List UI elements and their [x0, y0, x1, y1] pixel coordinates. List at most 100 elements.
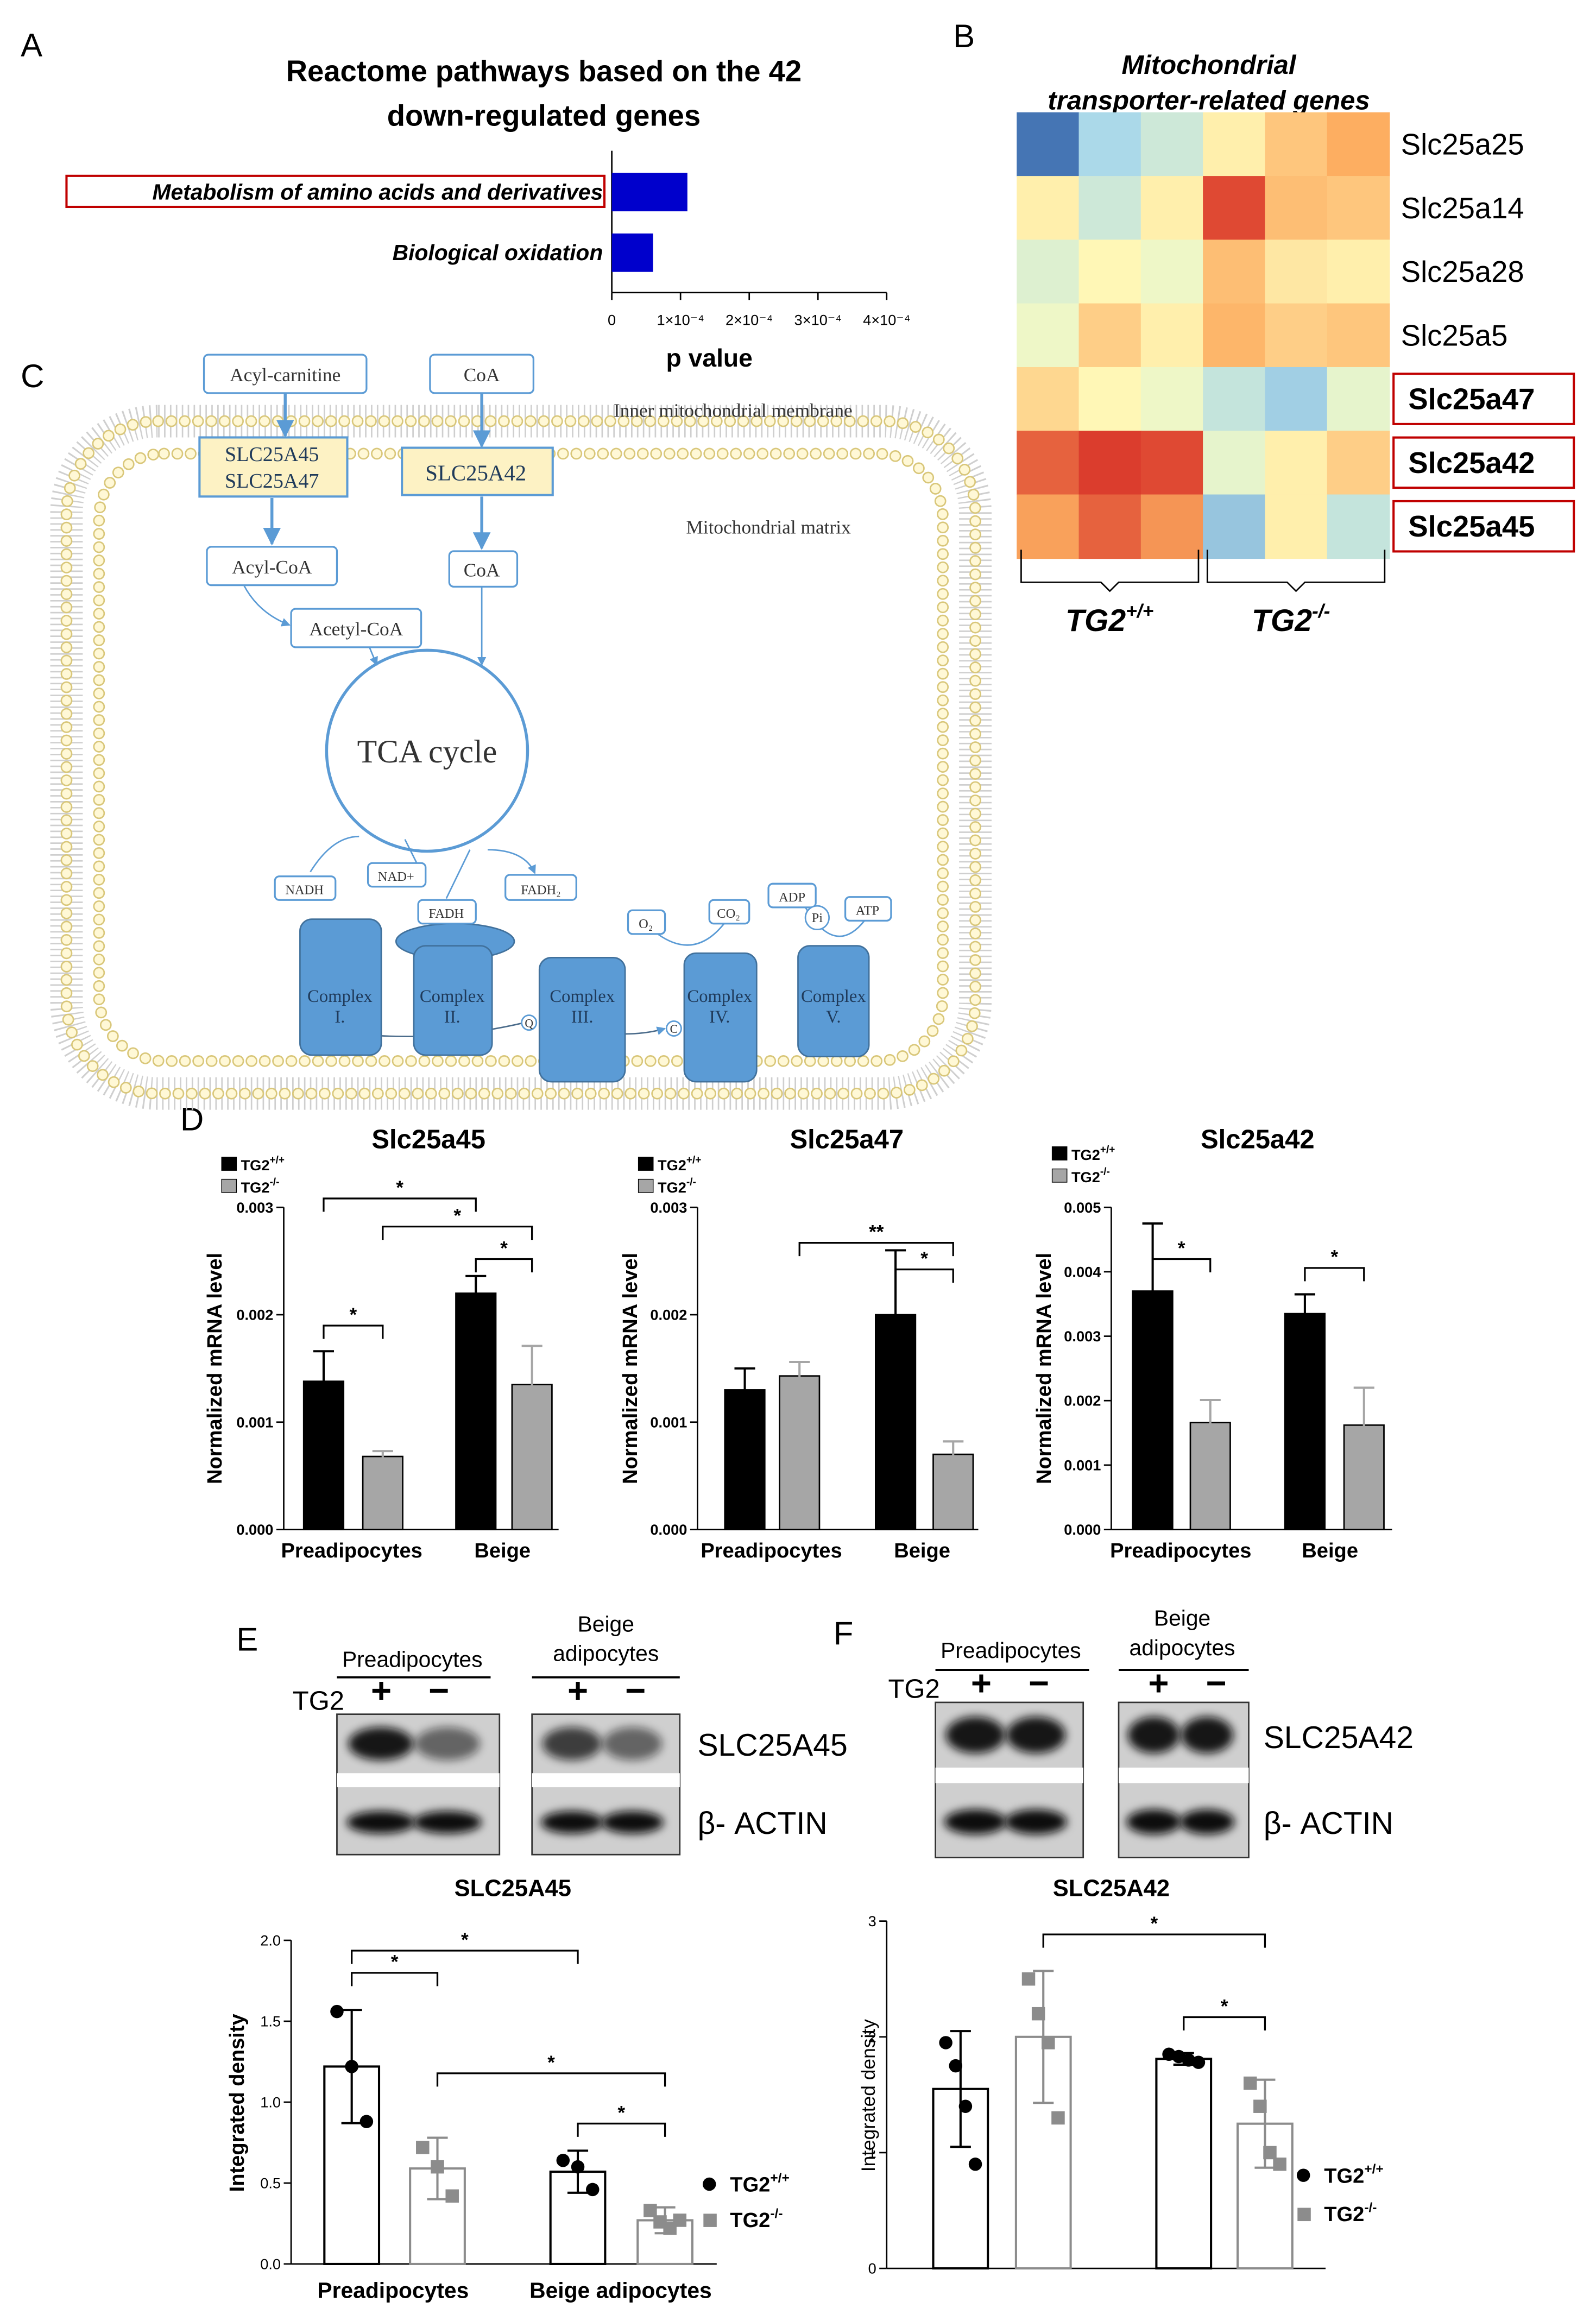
- transporter: [401, 446, 554, 496]
- tca-cycle: [325, 648, 529, 853]
- transporter: [198, 436, 349, 498]
- significance-label: *: [547, 2052, 555, 2073]
- legend-label: TG2+/+: [1071, 1144, 1115, 1163]
- data-point: [673, 2213, 687, 2227]
- significance-bracket: [1042, 1933, 1266, 1948]
- chart-title: Slc25a45: [371, 1125, 485, 1154]
- protein-label: β- ACTIN: [697, 1806, 827, 1841]
- label-box: [417, 899, 477, 925]
- lane-label: +: [567, 1670, 588, 1710]
- data-point: [1051, 2111, 1065, 2125]
- heat-cell: [1017, 494, 1080, 559]
- diagram-label: FADH: [428, 906, 464, 921]
- y-tick-label: 2: [868, 2028, 876, 2045]
- heat-cell: [1265, 239, 1328, 305]
- row-label: Slc25a14: [1401, 192, 1524, 225]
- legend-label-base: TG2: [241, 1157, 270, 1174]
- x-tick-label: Preadipocytes: [701, 1540, 842, 1562]
- label-circle: [665, 1020, 682, 1037]
- group-label-sup: -/-: [1312, 601, 1330, 622]
- data-point: [416, 2141, 430, 2154]
- significance-label: *: [920, 1248, 928, 1269]
- label-box: [627, 909, 666, 935]
- legend-label-sup: -/-: [1100, 1166, 1110, 1178]
- complex-label: V.: [826, 1007, 841, 1027]
- row-label: Slc25a25: [1401, 128, 1524, 161]
- blot-separator: [1119, 1767, 1249, 1783]
- x-tick-label: Beige: [894, 1540, 950, 1562]
- legend-marker: [1296, 2168, 1310, 2182]
- legend-label: TG2+/+: [241, 1155, 285, 1174]
- significance-bracket: [323, 1197, 477, 1212]
- data-point: [1042, 2036, 1055, 2049]
- lane-label: −: [625, 1670, 646, 1710]
- arrow: [488, 849, 536, 874]
- heat-cell: [1203, 367, 1266, 432]
- label-box: [708, 899, 750, 925]
- legend-marker: [221, 1178, 237, 1193]
- significance-bracket: [798, 1241, 954, 1257]
- diagram-label: CoA: [464, 364, 500, 386]
- complex: [797, 945, 870, 1058]
- diagram-label: Acyl-carnitine: [230, 364, 340, 386]
- arrow: [445, 849, 471, 899]
- heat-cell: [1078, 431, 1142, 495]
- arrow: [369, 647, 378, 666]
- row-label: Slc25a28: [1401, 255, 1524, 288]
- protein-label: β- ACTIN: [1264, 1806, 1393, 1841]
- error-bar: [521, 1345, 542, 1424]
- blot-band: [1179, 1809, 1235, 1834]
- highlight-box: [1392, 500, 1575, 553]
- label-box: [274, 875, 337, 901]
- legend-label-sup: -/-: [770, 2206, 783, 2221]
- diagram-label: TCA cycle: [357, 734, 497, 770]
- heat-cell: [1078, 112, 1142, 177]
- row-label: Slc25a5: [1401, 319, 1508, 352]
- legend-label: TG2+/+: [658, 1155, 701, 1174]
- label-box: [429, 354, 535, 394]
- blot-band: [603, 1727, 663, 1761]
- legend-label-sup: +/+: [686, 1155, 702, 1166]
- legend-label-base: TG2: [1071, 1146, 1100, 1163]
- panel-label: A: [21, 27, 42, 63]
- legend-label-base: TG2: [658, 1179, 686, 1196]
- chart-title: Slc25a47: [790, 1125, 904, 1154]
- heat-cell: [1017, 367, 1080, 432]
- protein-label: SLC25A45: [697, 1728, 847, 1763]
- lane-label: −: [428, 1670, 449, 1710]
- heat-cell: [1265, 176, 1328, 241]
- legend-label: TG2+/+: [1324, 2162, 1383, 2187]
- complex-label: I.: [335, 1007, 345, 1027]
- label-box: [448, 550, 519, 588]
- diagram-label: ATP: [856, 903, 880, 918]
- heat-cell: [1203, 494, 1266, 559]
- legend-label-sup: +/+: [1364, 2162, 1383, 2177]
- data-point: [1021, 1972, 1036, 1986]
- chart-title: Reactome pathways based on the 42: [286, 55, 802, 88]
- diagram-label: Acyl-CoA: [232, 556, 312, 578]
- significance-label: *: [500, 1238, 508, 1259]
- heat-cell: [1140, 431, 1204, 495]
- row-label: TG2: [888, 1675, 939, 1704]
- chart-title: transporter-related genes: [1048, 86, 1370, 115]
- legend-label-sup: +/+: [770, 2171, 789, 2185]
- chart-title: SLC25A42: [1053, 1875, 1170, 1901]
- legend-marker: [1297, 2208, 1311, 2222]
- label-box: [844, 896, 892, 922]
- data-point: [644, 2204, 657, 2217]
- y-tick-label: 3: [868, 1913, 876, 1929]
- heat-cell: [1327, 431, 1390, 495]
- group-brace: [1206, 550, 1386, 592]
- legend-marker: [703, 2213, 717, 2227]
- y-tick-label: 0.002: [1064, 1392, 1101, 1409]
- data-point: [585, 2183, 600, 2197]
- diagram-label: C: [670, 1023, 678, 1036]
- complex: [538, 957, 626, 1083]
- diagram-label: Pi: [812, 911, 823, 925]
- lane-label: +: [971, 1663, 992, 1702]
- y-tick-label: 0.001: [650, 1414, 687, 1430]
- significance-label: *: [391, 1952, 399, 1973]
- blot-band: [1005, 1809, 1067, 1834]
- significance-label: *: [453, 1205, 461, 1226]
- panel-label: C: [21, 358, 44, 394]
